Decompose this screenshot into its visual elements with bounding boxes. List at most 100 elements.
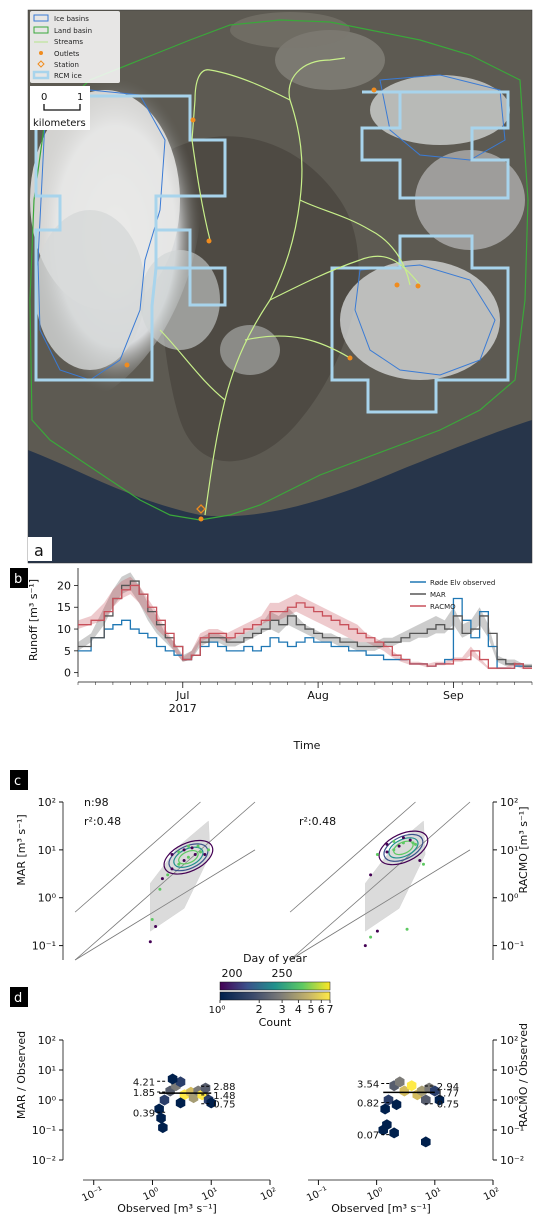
panel-label-d: d [14, 991, 22, 1006]
scatter-ytick-label: 10² [500, 796, 518, 809]
scatter-point [397, 844, 401, 848]
hex-cell [175, 1097, 186, 1109]
panel-a-map: Ice basins Land basin Streams Outlets St… [27, 9, 533, 564]
scatter-point [193, 853, 197, 857]
runoff-xlabel: Time [293, 739, 321, 752]
runoff-legend: Røde Elv observed MAR RACMO [410, 579, 495, 611]
hex-ytick-label: 10⁻¹ [32, 1124, 56, 1137]
density-contour [383, 833, 424, 862]
hex-ytick-label: 10⁰ [38, 1094, 57, 1107]
map-legend: Ice basins Land basin Streams Outlets St… [30, 11, 120, 83]
scatter-point [148, 940, 152, 944]
scatter-point [369, 873, 373, 877]
hex-ytick-label: 10⁰ [500, 1094, 519, 1107]
annot-r2-right: r²:0.48 [299, 815, 336, 828]
series-line-r-de-elv-observed [78, 597, 532, 669]
panel-label-a: a [34, 541, 44, 560]
count-colorbar [219, 991, 331, 1001]
racmo-ratio-ylabel: RACMO / Observed [517, 1023, 530, 1127]
hex-cell [430, 1085, 440, 1097]
legend-racmo: RACMO [430, 603, 456, 611]
hex-cell [434, 1094, 445, 1106]
density-contour [388, 837, 419, 859]
scatter-point [177, 850, 181, 854]
doy-tick-250: 250 [272, 967, 293, 980]
count-tick-label: 2 [256, 1003, 263, 1016]
panel-d-hexbin: d 10⁻¹ 10⁰ 10¹ 10² 10⁻² 10⁻¹ 10⁰ 10¹ 10² 4.21 2.88… [10, 987, 530, 1215]
scalebar-end: 1 [77, 92, 83, 103]
count-tick-label: 5 [307, 1003, 314, 1016]
scatter-point [421, 862, 425, 866]
scatter-point [170, 853, 174, 857]
quantile-label: 2.94 [437, 1082, 459, 1093]
hex-xtick-label: 10² [482, 1186, 502, 1203]
streams [159, 57, 421, 516]
scatter-point [154, 925, 158, 929]
scatter-point [182, 848, 186, 852]
ice-basin-outline-ne [379, 74, 506, 161]
quantile-label: 1.85 [133, 1088, 155, 1099]
scatter-point [166, 873, 170, 877]
hex-cell [391, 1099, 402, 1111]
scatter-point [160, 877, 164, 881]
scatter-point [385, 850, 389, 854]
hex-cell [159, 1094, 170, 1106]
scatter-ytick-label: 10⁰ [38, 892, 57, 905]
hex-ytick-label: 10⁻¹ [500, 1124, 524, 1137]
doy-tick-200: 200 [222, 967, 243, 980]
count-tick-label: 4 [295, 1003, 302, 1016]
scatter-point [375, 853, 379, 857]
runoff-xtick-label: Aug [307, 689, 328, 702]
runoff-ytick-label: 20 [57, 579, 71, 592]
scalebar: 0 1 kilometers [30, 86, 90, 130]
hex-ytick-label: 10⁻² [32, 1154, 56, 1167]
ice-basin-outline-east [354, 264, 496, 376]
scatter-point [150, 918, 154, 922]
count-colorbar-title: Count [259, 1016, 292, 1029]
mar-ratio-ylabel: MAR / Observed [15, 1031, 28, 1119]
hex-ytick-label: 10¹ [38, 1064, 56, 1077]
ratio-line [289, 801, 416, 913]
hex-ytick-label: 10² [500, 1034, 518, 1047]
scatter-ytick-label: 10¹ [500, 844, 518, 857]
hex-cell [167, 1073, 178, 1085]
runoff-xtick-label: Jul [175, 689, 189, 702]
legend-observed: Røde Elv observed [430, 579, 495, 587]
scatter-point [196, 844, 200, 848]
hex-cell [389, 1127, 399, 1139]
scatter-point [170, 867, 174, 871]
hex-xtick-label: 10¹ [424, 1186, 444, 1203]
hex-cell [399, 1085, 410, 1097]
panel-c-scatter: c 10⁻¹ 10⁰ 10¹ 10² 10⁻¹ 10⁰ 10¹ 10² MAR [m³ s⁻¹… [10, 770, 530, 961]
land-basin-outline [29, 19, 529, 521]
runoff-xtick-label: Sep [443, 689, 464, 702]
legend-ice-basins: Ice basins [54, 15, 89, 23]
scatter-charts: 10⁻¹ 10⁰ 10¹ 10² 10⁻¹ 10⁰ 10¹ 10² [32, 796, 524, 961]
runoff-ytick-label: 15 [57, 601, 71, 614]
hex-xtick-label: 10¹ [200, 1186, 220, 1203]
annot-r2-left: r²:0.48 [84, 815, 121, 828]
ratio-line [74, 801, 256, 961]
scatter-point [401, 836, 405, 840]
scatter-point [413, 842, 417, 846]
scalebar-unit: kilometers [33, 118, 86, 129]
legend-outlets: Outlets [54, 50, 80, 58]
quantile-label: 0.39 [133, 1108, 155, 1119]
hex-xtick-label: 10⁰ [366, 1186, 386, 1203]
scatter-point [158, 887, 162, 891]
panel-label-c: c [14, 774, 21, 789]
station-marker [196, 504, 206, 514]
racmo-ylabel: RACMO [m³ s⁻¹] [517, 806, 530, 893]
scatter-point [186, 844, 190, 848]
quantile-label: 2.88 [213, 1082, 235, 1093]
legend-land-basin: Land basin [54, 27, 92, 35]
hex-cell [383, 1094, 394, 1106]
runoff-ylabel: Runoff [m³ s⁻¹] [27, 579, 40, 661]
runoff-ytick-label: 0 [64, 667, 71, 680]
hex-xtick-label: 10⁻¹ [305, 1185, 330, 1204]
xlabel-left: Observed [m³ s⁻¹] [117, 1202, 217, 1215]
scatter-ytick-label: 10⁻¹ [500, 940, 524, 953]
